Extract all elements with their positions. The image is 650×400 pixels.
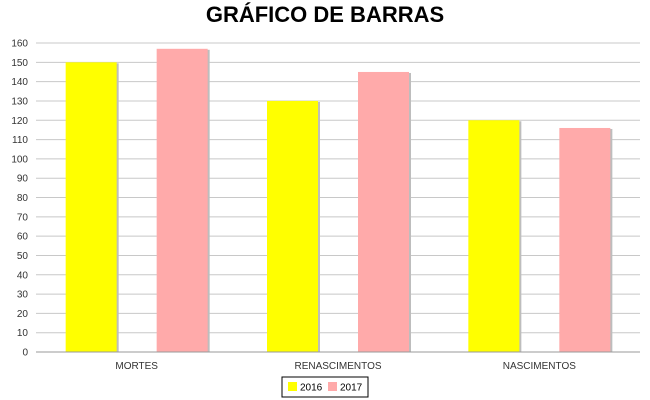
y-tick-label: 50 [17, 251, 29, 262]
legend: 2016 2017 [281, 376, 369, 398]
chart-title: GRÁFICO DE BARRAS [206, 2, 444, 27]
y-tick-label: 10 [17, 328, 29, 339]
bar-2017-nascimentos [559, 127, 611, 352]
y-axis-ticks: 0 10 20 30 40 50 60 70 80 90 100 110 120 130 140 150 160 [11, 39, 28, 359]
x-tick-label: MORTES [115, 361, 158, 372]
bar-2017-mortes [156, 48, 208, 352]
legend-swatch [288, 382, 297, 391]
legend-swatch [328, 382, 337, 391]
bar-2017-renascimentos [358, 71, 409, 352]
y-tick-label: 0 [22, 348, 28, 359]
y-tick-label: 110 [12, 135, 28, 146]
x-tick-label: NASCIMENTOS [503, 361, 576, 372]
bars [65, 48, 613, 352]
y-tick-label: 80 [17, 193, 29, 204]
y-tick-label: 40 [17, 270, 29, 281]
y-tick-label: 150 [11, 58, 28, 69]
grid-lines [36, 42, 640, 353]
bar-2016-nascimentos [468, 120, 520, 352]
bar-2016-renascimentos [267, 100, 318, 352]
legend-box [281, 376, 369, 398]
y-tick-label: 100 [11, 154, 28, 165]
y-tick-label: 30 [17, 290, 29, 301]
y-tick-label: 130 [11, 96, 28, 107]
x-tick-label: RENASCIMENTOS [294, 361, 381, 372]
legend-label: 2017 [340, 383, 363, 394]
y-tick-label: 90 [17, 174, 29, 185]
bar-2016-mortes [65, 62, 117, 352]
y-tick-label: 70 [17, 212, 29, 223]
legend-label: 2016 [300, 383, 323, 394]
y-tick-label: 160 [11, 39, 28, 50]
y-tick-label: 120 [11, 116, 28, 127]
y-tick-label: 60 [17, 232, 29, 243]
y-tick-label: 140 [11, 77, 28, 88]
y-tick-label: 20 [17, 309, 29, 320]
x-axis-labels: MORTES RENASCIMENTOS NASCIMENTOS [115, 361, 576, 372]
